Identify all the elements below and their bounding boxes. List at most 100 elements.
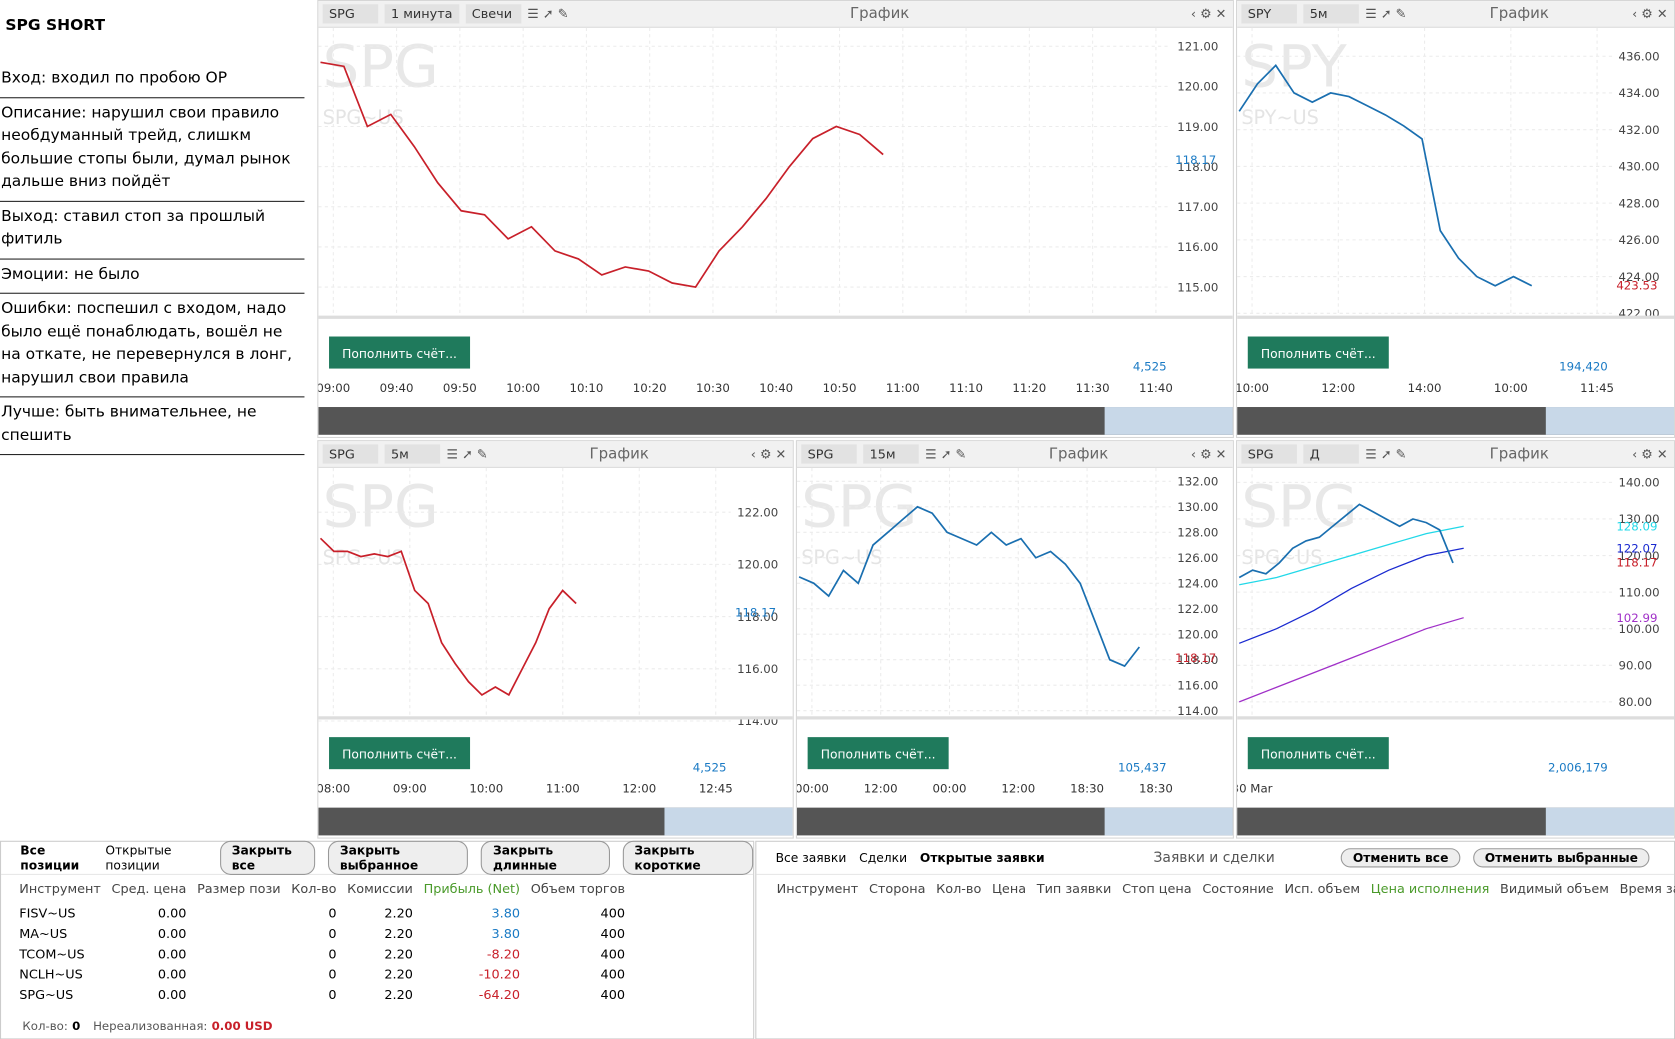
- column-header[interactable]: Время заявки: [1619, 881, 1675, 897]
- panel-controls[interactable]: ‹ ⚙ ✕: [1190, 446, 1227, 462]
- notes-title: SPG SHORT: [5, 17, 106, 35]
- action-button[interactable]: Закрыть длинные: [481, 840, 610, 875]
- tab[interactable]: Все заявки: [775, 850, 847, 866]
- column-header[interactable]: Инструмент: [776, 881, 859, 897]
- column-header[interactable]: Видимый объем: [1500, 881, 1609, 897]
- action-button[interactable]: Закрыть короткие: [622, 840, 754, 875]
- column-header[interactable]: Прибыль (Net): [423, 881, 521, 897]
- header-row: Инструмент Сторона Кол-во Цена Тип заявки Сто…: [771, 875, 1675, 903]
- y-tick-label: 430.00: [1618, 160, 1659, 174]
- column-header[interactable]: Тип заявки: [1036, 881, 1112, 897]
- position-row[interactable]: MA~US 0.00 0 2.20 3.80 400: [14, 923, 630, 943]
- empty-cell: [192, 964, 286, 984]
- interval-select[interactable]: 5м: [1303, 4, 1359, 24]
- symbol-select[interactable]: SPG: [801, 444, 857, 464]
- position-row[interactable]: SPG~US 0.00 0 2.20 -64.20 400: [14, 984, 630, 1004]
- column-header[interactable]: Размер пози: [197, 881, 281, 897]
- x-tick-label: 10:50: [823, 381, 857, 395]
- panel-label: График: [589, 445, 649, 463]
- tab[interactable]: Все позиции: [20, 842, 80, 873]
- y-tick-label: 118.00: [737, 610, 778, 624]
- positions-table: Инструмент Сред. цена Размер пози Кол-во Ком…: [14, 875, 630, 1004]
- empty-cell: [192, 984, 286, 1004]
- y-tick-label: 426.00: [1618, 233, 1659, 247]
- interval-select[interactable]: Д: [1303, 444, 1359, 464]
- column-header[interactable]: Объем торгов: [530, 881, 626, 897]
- note-item: Ошибки: поспешил с входом, надо было ещё…: [0, 294, 305, 398]
- price-line: [1238, 617, 1464, 703]
- deposit-button-bg: [807, 737, 949, 770]
- x-tick-label: 10:00: [469, 782, 503, 796]
- column-header[interactable]: Стоп цена: [1122, 881, 1192, 897]
- column-header[interactable]: Состояние: [1202, 881, 1274, 897]
- panel-controls[interactable]: ‹ ⚙ ✕: [1632, 6, 1668, 22]
- cell: 400: [600, 986, 626, 1002]
- column-header[interactable]: Исп. объем: [1284, 881, 1361, 897]
- panel-controls[interactable]: ‹ ⚙ ✕: [1632, 446, 1668, 462]
- cell: FISV~US: [19, 905, 76, 921]
- y-tick-label: 120.00: [1177, 627, 1218, 641]
- position-row[interactable]: TCOM~US 0.00 0 2.20 -8.20 400: [14, 943, 630, 963]
- scrollbar-thumb: [1545, 407, 1675, 435]
- watermark: SPG: [323, 473, 439, 541]
- x-tick-label: 10:00: [1494, 381, 1528, 395]
- column-header[interactable]: Инструмент: [19, 881, 101, 897]
- volume-label: 4,525: [1133, 360, 1167, 374]
- panel-controls[interactable]: ‹ ⚙ ✕: [750, 446, 787, 462]
- tab[interactable]: Открытые позиции: [105, 842, 172, 873]
- column-header[interactable]: Кол-во: [291, 881, 337, 897]
- scrollbar-thumb: [664, 807, 793, 836]
- position-row[interactable]: FISV~US 0.00 0 2.20 3.80 400: [14, 903, 630, 923]
- price-line: [319, 537, 577, 697]
- y-tick-label: 436.00: [1618, 49, 1659, 63]
- cell: NCLH~US: [19, 966, 83, 982]
- y-tick-label: 80.00: [1618, 695, 1652, 709]
- empty-cell: [192, 943, 286, 963]
- column-header[interactable]: Комиссии: [347, 881, 413, 897]
- chart-panel: SPY 5м ☰ ➚ ✎ График ‹ ⚙ ✕ SPY SPY~US 436.00 434.…: [1236, 0, 1675, 439]
- symbol-select[interactable]: SPG: [322, 4, 379, 24]
- position-row[interactable]: NCLH~US 0.00 0 2.20 -10.20 400: [14, 964, 630, 984]
- scrollbar-thumb: [1545, 807, 1675, 836]
- style-select[interactable]: Свечи: [465, 4, 521, 24]
- y-tick-label: 121.00: [1177, 40, 1218, 54]
- chart-toolbar: SPG Д ☰ ➚ ✎ График ‹ ⚙ ✕: [1237, 441, 1675, 468]
- price-label: 118.17: [735, 605, 776, 619]
- tab[interactable]: Открытые заявки: [919, 850, 1045, 866]
- symbol-select[interactable]: SPG: [322, 444, 379, 464]
- panel-label: График: [849, 5, 910, 23]
- cell: 0: [328, 905, 337, 921]
- action-button[interactable]: Отменить выбранные: [1472, 848, 1650, 868]
- tab[interactable]: Сделки: [859, 850, 908, 866]
- y-tick-label: 120.00: [1177, 80, 1218, 94]
- column-header[interactable]: Сторона: [868, 881, 926, 897]
- cell: 0: [328, 966, 337, 982]
- interval-select[interactable]: 5м: [384, 444, 441, 464]
- column-header[interactable]: Цена: [991, 881, 1027, 897]
- chart-toolbar: SPG 5м ☰ ➚ ✎ График ‹ ⚙ ✕: [318, 441, 793, 468]
- column-header[interactable]: Кол-во: [936, 881, 982, 897]
- panel-controls[interactable]: ‹ ⚙ ✕: [1190, 6, 1227, 22]
- y-tick-label: 120.00: [1618, 549, 1659, 563]
- x-tick-label: 18:30: [1139, 782, 1173, 796]
- y-tick-label: 116.00: [1177, 240, 1218, 254]
- note-item: Эмоции: не было: [0, 259, 305, 294]
- column-header[interactable]: Цена исполнения: [1370, 881, 1490, 897]
- cell: 3.80: [491, 925, 521, 941]
- chart-toolbar: SPG 15м ☰ ➚ ✎ График ‹ ⚙ ✕: [796, 441, 1233, 468]
- note-item: Лучше: быть внимательнее, не спешить: [0, 397, 305, 456]
- action-button[interactable]: Отменить все: [1341, 848, 1461, 868]
- action-button[interactable]: Закрыть все: [219, 840, 316, 875]
- interval-select[interactable]: 1 минута: [384, 4, 459, 24]
- x-tick-label: 14:00: [1408, 381, 1442, 395]
- symbol-select[interactable]: SPY: [1241, 4, 1297, 24]
- symbol-select[interactable]: SPG: [1241, 444, 1297, 464]
- y-tick-label: 90.00: [1618, 659, 1652, 673]
- action-button[interactable]: Закрыть выбранное: [328, 840, 469, 875]
- chart-panel: SPG 5м ☰ ➚ ✎ График ‹ ⚙ ✕ SPG SPG~US 122.00 120.…: [317, 440, 794, 839]
- y-tick-label: 115.00: [1177, 280, 1218, 294]
- interval-select[interactable]: 15м: [863, 444, 919, 464]
- column-header[interactable]: Сред. цена: [111, 881, 187, 897]
- cell: MA~US: [19, 925, 68, 941]
- deposit-button: Пополнить счёт...: [1261, 747, 1376, 761]
